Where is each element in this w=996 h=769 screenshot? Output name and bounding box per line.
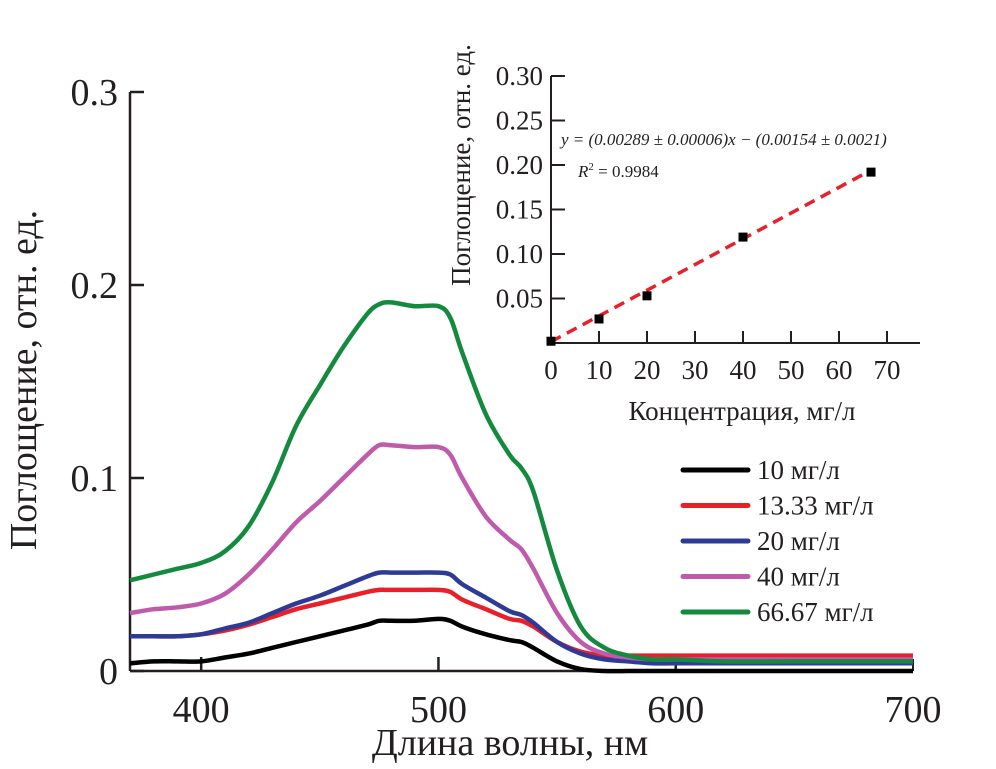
main-x-tick-label: 700 <box>885 689 942 731</box>
inset-x-axis-title: Концентрация, мг/л <box>628 396 855 426</box>
series-line-2 <box>130 570 913 666</box>
main-x-tick-label: 400 <box>173 689 230 731</box>
data-point <box>642 291 652 301</box>
inset-x-tick-label: 10 <box>586 355 613 385</box>
inset-x-tick-label: 50 <box>778 355 805 385</box>
r-squared-value: = 0.9984 <box>594 162 659 181</box>
inset-x-tick-label: 40 <box>730 355 757 385</box>
main-y-tick-label: 0.1 <box>71 458 119 500</box>
data-point <box>866 167 876 177</box>
inset-y-tick-label: 0.20 <box>496 150 543 180</box>
inset-y-axis-title: Поглощение, отн. ед. <box>446 44 476 286</box>
main-x-tick-label: 600 <box>647 689 704 731</box>
main-x-axis-title: Длина волны, нм <box>372 722 648 764</box>
legend-label: 20 мг/л <box>757 526 840 556</box>
data-point <box>738 232 748 242</box>
inset-y-tick-label: 0.05 <box>496 284 543 314</box>
inset-y-tick-label: 0.10 <box>496 239 543 269</box>
data-point <box>546 336 556 346</box>
inset-y-tick-label: 0.15 <box>496 195 543 225</box>
inset-axes: 0.05 0.10 0.15 0.20 0.25 0.30 0 10 20 30 40 50 60 70 <box>496 61 920 385</box>
legend-label: 13.33 мг/л <box>757 491 874 521</box>
main-y-tick-label: 0.3 <box>71 72 119 114</box>
inset-x-tick-label: 70 <box>874 355 901 385</box>
inset-x-tick-label: 20 <box>634 355 661 385</box>
inset-y-tick-label: 0.25 <box>496 106 543 136</box>
main-y-tick-label: 0.2 <box>71 265 119 307</box>
main-y-tick-label: 0 <box>99 651 118 693</box>
main-y-axis-title: Поглощение, отн. ед. <box>3 210 45 550</box>
r-squared-symbol: R <box>577 162 589 181</box>
main-series-group <box>129 300 913 674</box>
data-point <box>594 314 604 324</box>
series-line-4 <box>129 300 913 664</box>
inset-x-tick-label: 30 <box>682 355 709 385</box>
r-squared-sup: 2 <box>588 161 594 173</box>
inset-x-tick-label: 60 <box>826 355 853 385</box>
legend: 10 мг/л 13.33 мг/л 20 мг/л 40 мг/л 66.67 мг/… <box>680 455 874 627</box>
fit-line <box>550 168 872 344</box>
series-line-0 <box>129 616 913 674</box>
legend-label: 40 мг/л <box>757 562 840 592</box>
fit-equation: y = (0.00289 ± 0.00006)x − (0.00154 ± 0.… <box>559 130 887 149</box>
legend-label: 66.67 мг/л <box>757 597 874 627</box>
r-squared: R2 = 0.9984 <box>577 161 659 181</box>
main-x-tick-label: 500 <box>410 689 467 731</box>
inset-x-tick-label: 0 <box>544 355 558 385</box>
inset-y-tick-label: 0.30 <box>496 61 543 91</box>
inset-marks <box>546 167 876 346</box>
legend-label: 10 мг/л <box>757 455 840 485</box>
